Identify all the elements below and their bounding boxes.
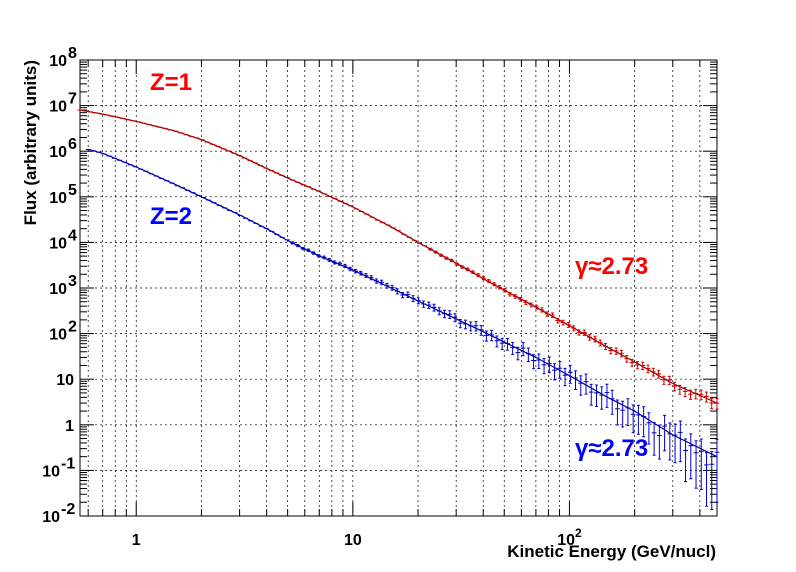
y-tick-label: 10 bbox=[49, 99, 67, 116]
y-tick-label: 10 bbox=[49, 327, 67, 344]
y-tick-exponent: 7 bbox=[68, 91, 77, 108]
y-tick-label: 1 bbox=[65, 418, 74, 435]
series-1 bbox=[77, 109, 720, 410]
grid-lines bbox=[80, 60, 717, 516]
series-2 bbox=[85, 148, 720, 510]
annotation-gamma-z2: γ≈2.73 bbox=[575, 435, 648, 462]
data-series bbox=[77, 109, 720, 510]
y-axis-title: Flux (arbitrary units) bbox=[21, 60, 40, 225]
annotation-z1: Z=1 bbox=[150, 69, 192, 96]
y-tick-label: 10 bbox=[49, 144, 67, 161]
plot-frame bbox=[79, 59, 718, 517]
annotation-gamma-z1: γ≈2.73 bbox=[575, 253, 648, 280]
y-tick-exponent: 2 bbox=[68, 319, 77, 336]
y-tick-exponent: 6 bbox=[68, 136, 77, 153]
y-tick-exponent: 3 bbox=[68, 273, 77, 290]
y-tick-label: 10 bbox=[49, 53, 67, 70]
y-tick-exponent: -2 bbox=[61, 501, 75, 518]
minor-ticks bbox=[80, 59, 717, 517]
y-tick-label: 10 bbox=[49, 190, 67, 207]
annotation-z2: Z=2 bbox=[150, 203, 192, 230]
x-tick-label: 1 bbox=[132, 532, 141, 549]
y-tick-exponent: 5 bbox=[68, 182, 77, 199]
y-tick-exponent: -1 bbox=[61, 455, 75, 472]
y-tick-label: 10 bbox=[49, 281, 67, 298]
y-tick-exponent: 4 bbox=[68, 227, 77, 244]
y-tick-label: 10 bbox=[49, 235, 67, 252]
y-tick-exponent: 8 bbox=[68, 45, 77, 62]
x-axis-title: Kinetic Energy (GeV/nucl) bbox=[507, 542, 716, 561]
y-tick-label: 10 bbox=[42, 509, 60, 526]
y-tick-label: 10 bbox=[42, 463, 60, 480]
y-tick-label: 10 bbox=[56, 372, 74, 389]
x-tick-label: 10 bbox=[344, 532, 362, 549]
